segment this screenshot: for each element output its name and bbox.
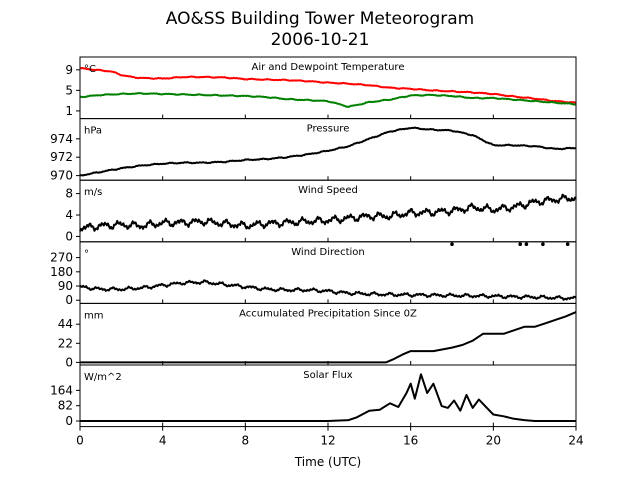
panel-3-series-0-line	[79, 279, 577, 301]
chart-title: AO&SS Building Tower Meteorogram	[166, 9, 474, 29]
panel-3-scatter-point	[524, 242, 529, 246]
panel-1-y-tick-label: 970	[50, 169, 73, 183]
panel-3-title: Wind Direction	[291, 247, 365, 258]
panel-2-y-tick-label: 8	[65, 187, 73, 201]
chart-subtitle: 2006-10-21	[271, 30, 370, 50]
x-tick-label: 0	[76, 434, 84, 448]
panel-5-y-tick-label: 0	[65, 414, 73, 428]
panel-4-y-tick-label: 22	[58, 336, 73, 350]
panel-5-series-0-line	[80, 373, 576, 422]
panel-0: 1 5 9 Air and Dewpoint Temperature °C	[65, 56, 577, 120]
panel-0-series-1-line	[79, 92, 577, 108]
x-tick-label: 16	[403, 434, 418, 448]
panel-3-y-tick-label: 0	[65, 293, 73, 307]
panel-3-scatter-point	[541, 242, 545, 246]
panel-4-unit: mm	[84, 310, 103, 321]
panel-4-series-0-line	[80, 311, 577, 364]
panel-3-scatter-point	[450, 242, 454, 246]
x-tick-label: 12	[320, 434, 335, 448]
panel-4-y-tick-label: 44	[58, 317, 73, 331]
panel-1: 970 972 974 Pressure hPa	[50, 118, 577, 183]
panel-1-title: Pressure	[307, 124, 350, 135]
panel-4-y-tick-label: 0	[65, 355, 73, 369]
x-axis-label: Time (UTC)	[294, 455, 361, 469]
panel-2: 0 4 8 Wind Speed m/s	[65, 179, 577, 243]
panel-2-title: Wind Speed	[298, 185, 358, 196]
panel-5-y-tick-label: 82	[58, 399, 73, 413]
panels-group: 159 Air and Dewpoint Temperature°C9709729…	[50, 56, 577, 428]
panel-1-y-tick-label: 972	[50, 150, 73, 164]
panel-0-title: Air and Dewpoint Temperature	[252, 62, 405, 73]
panel-5-unit: W/m^2	[84, 372, 122, 383]
x-tick-label: 4	[159, 434, 167, 448]
panel-1-y-tick-label: 974	[50, 132, 73, 146]
panel-5: 082 164 Solar Flux W/m^2	[50, 364, 577, 428]
panel-4: 0 22 44 Accumulated Precipitation Since 0Z m…	[58, 302, 577, 369]
panel-2-series-0-line	[79, 193, 577, 232]
panel-0-y-tick-label: 5	[65, 83, 73, 97]
panel-2-unit: m/s	[84, 187, 102, 198]
x-tick-label: 24	[568, 434, 583, 448]
panel-3-scatter-point	[518, 242, 522, 246]
panel-2-y-tick-label: 4	[65, 208, 73, 222]
panel-5-y-tick-label: 164	[50, 383, 73, 397]
panel-1-series-0-line	[79, 126, 577, 177]
panel-3-unit: °	[84, 249, 89, 260]
panel-0-series-0-line	[80, 67, 577, 104]
panel-2-y-tick-label: 0	[65, 229, 73, 243]
panel-1-unit: hPa	[84, 126, 102, 137]
panel-0-y-tick-label: 1	[65, 104, 73, 118]
panel-3-y-tick-label: 270	[50, 251, 73, 265]
panel-3-scatter-point	[565, 242, 570, 246]
panel-0-y-tick-label: 9	[65, 63, 73, 77]
x-tick-label: 8	[242, 434, 250, 448]
x-tick-label: 20	[486, 434, 501, 448]
panel-3-y-tick-label: 180	[50, 265, 73, 279]
panel-4-title: Accumulated Precipitation Since 0Z	[239, 308, 417, 319]
panel-5-title: Solar Flux	[303, 370, 353, 381]
x-axis: 0 4 8 12 16 20 24	[76, 426, 584, 448]
panel-3-y-tick-label: 90	[58, 279, 73, 293]
panel-0-unit: °C	[84, 64, 96, 75]
